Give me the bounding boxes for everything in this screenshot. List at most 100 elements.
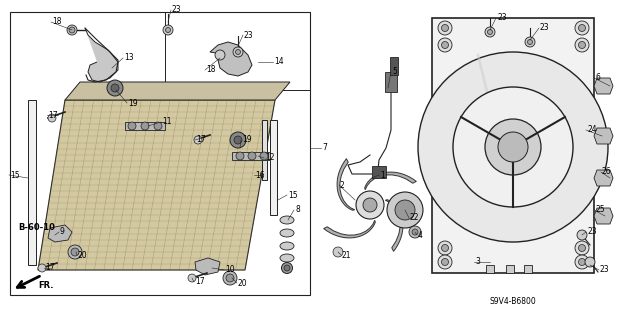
Text: 18: 18 bbox=[206, 65, 216, 75]
Circle shape bbox=[438, 255, 452, 269]
Circle shape bbox=[333, 247, 343, 257]
Circle shape bbox=[236, 49, 241, 55]
Bar bbox=[524, 265, 532, 273]
Circle shape bbox=[194, 136, 202, 144]
Polygon shape bbox=[594, 208, 613, 224]
Polygon shape bbox=[232, 152, 270, 160]
Circle shape bbox=[234, 136, 242, 144]
Circle shape bbox=[111, 84, 119, 92]
Circle shape bbox=[233, 47, 243, 57]
Circle shape bbox=[575, 21, 589, 35]
Circle shape bbox=[215, 50, 225, 60]
Circle shape bbox=[395, 200, 415, 220]
Bar bbox=[28, 100, 36, 265]
Circle shape bbox=[387, 192, 423, 228]
Text: 5: 5 bbox=[392, 68, 397, 77]
Circle shape bbox=[154, 122, 162, 130]
Text: S9V4-B6800: S9V4-B6800 bbox=[490, 298, 537, 307]
Text: 21: 21 bbox=[342, 250, 351, 259]
Polygon shape bbox=[337, 159, 355, 210]
Text: 16: 16 bbox=[255, 170, 264, 180]
Polygon shape bbox=[210, 42, 252, 76]
Circle shape bbox=[236, 152, 244, 160]
Text: 23: 23 bbox=[600, 265, 610, 275]
Ellipse shape bbox=[280, 242, 294, 250]
Text: 9: 9 bbox=[60, 227, 65, 236]
Polygon shape bbox=[594, 170, 613, 186]
Circle shape bbox=[575, 255, 589, 269]
Text: 14: 14 bbox=[274, 57, 284, 66]
Polygon shape bbox=[48, 225, 72, 242]
Circle shape bbox=[68, 245, 82, 259]
Circle shape bbox=[248, 152, 256, 160]
Text: 23: 23 bbox=[497, 13, 507, 23]
Ellipse shape bbox=[280, 216, 294, 224]
Text: 25: 25 bbox=[595, 205, 605, 214]
Circle shape bbox=[575, 38, 589, 52]
Circle shape bbox=[579, 244, 586, 251]
Bar bbox=[262, 120, 267, 180]
Text: 12: 12 bbox=[265, 153, 275, 162]
Text: 15: 15 bbox=[10, 170, 20, 180]
Polygon shape bbox=[594, 128, 613, 144]
Circle shape bbox=[485, 119, 541, 175]
Text: 10: 10 bbox=[225, 265, 235, 275]
Text: 13: 13 bbox=[124, 54, 134, 63]
Text: 1: 1 bbox=[380, 170, 385, 180]
Bar bbox=[432, 18, 594, 273]
Text: 23: 23 bbox=[587, 227, 596, 236]
Circle shape bbox=[525, 37, 535, 47]
Polygon shape bbox=[385, 200, 403, 251]
Circle shape bbox=[585, 257, 595, 267]
Text: 23: 23 bbox=[244, 31, 253, 40]
Circle shape bbox=[412, 229, 418, 235]
Circle shape bbox=[223, 271, 237, 285]
Circle shape bbox=[409, 226, 421, 238]
Text: 17: 17 bbox=[195, 278, 205, 286]
Polygon shape bbox=[324, 220, 375, 238]
Circle shape bbox=[442, 244, 449, 251]
Text: 19: 19 bbox=[128, 99, 138, 108]
Circle shape bbox=[527, 40, 532, 44]
Circle shape bbox=[226, 274, 234, 282]
Polygon shape bbox=[125, 122, 165, 130]
Text: 18: 18 bbox=[52, 18, 61, 26]
Circle shape bbox=[67, 25, 77, 35]
Bar bbox=[390, 57, 398, 75]
Circle shape bbox=[442, 25, 449, 32]
Bar bbox=[506, 265, 514, 273]
Circle shape bbox=[485, 27, 495, 37]
Text: 23: 23 bbox=[172, 5, 182, 14]
Circle shape bbox=[363, 198, 377, 212]
Bar bbox=[270, 120, 277, 215]
Text: 8: 8 bbox=[295, 205, 300, 214]
Circle shape bbox=[438, 21, 452, 35]
Text: 6: 6 bbox=[595, 73, 600, 83]
Circle shape bbox=[575, 241, 589, 255]
Circle shape bbox=[442, 258, 449, 265]
Ellipse shape bbox=[284, 265, 290, 271]
Circle shape bbox=[579, 41, 586, 48]
Polygon shape bbox=[594, 78, 613, 94]
Ellipse shape bbox=[282, 263, 292, 273]
Circle shape bbox=[107, 80, 123, 96]
Ellipse shape bbox=[280, 254, 294, 262]
Circle shape bbox=[438, 241, 452, 255]
Circle shape bbox=[166, 27, 170, 33]
Polygon shape bbox=[85, 28, 118, 82]
Text: 23: 23 bbox=[540, 24, 550, 33]
Text: 4: 4 bbox=[418, 231, 423, 240]
Text: 26: 26 bbox=[602, 167, 612, 176]
Circle shape bbox=[69, 27, 75, 33]
Text: 22: 22 bbox=[410, 213, 419, 222]
Text: 24: 24 bbox=[587, 125, 596, 135]
Circle shape bbox=[356, 191, 384, 219]
Circle shape bbox=[488, 29, 493, 34]
Bar bbox=[10, 12, 310, 295]
Polygon shape bbox=[365, 172, 417, 190]
Bar bbox=[165, 12, 310, 90]
Circle shape bbox=[453, 87, 573, 207]
Circle shape bbox=[188, 274, 196, 282]
Text: 3: 3 bbox=[475, 257, 480, 266]
Circle shape bbox=[260, 152, 268, 160]
